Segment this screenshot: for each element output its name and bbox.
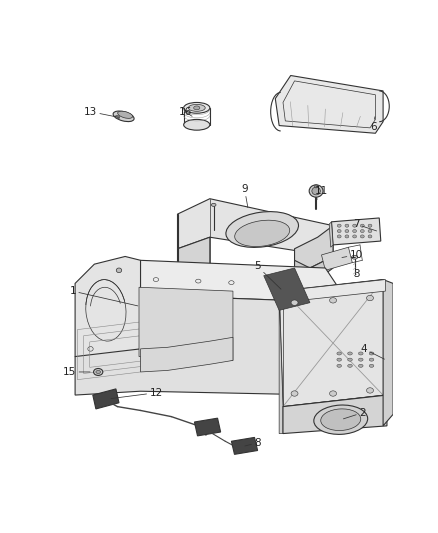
Ellipse shape: [369, 364, 374, 367]
Polygon shape: [294, 256, 333, 291]
Ellipse shape: [329, 391, 336, 396]
Polygon shape: [329, 340, 389, 378]
Ellipse shape: [348, 364, 352, 367]
Ellipse shape: [337, 364, 342, 367]
Polygon shape: [383, 280, 393, 395]
Ellipse shape: [360, 230, 364, 232]
Ellipse shape: [312, 187, 320, 195]
Polygon shape: [329, 222, 333, 247]
Text: 2: 2: [343, 408, 366, 419]
Ellipse shape: [184, 119, 210, 130]
Polygon shape: [141, 260, 349, 303]
Ellipse shape: [291, 300, 298, 305]
Polygon shape: [141, 337, 233, 372]
Polygon shape: [194, 418, 221, 436]
Text: 4: 4: [360, 344, 385, 359]
Text: 6: 6: [370, 117, 376, 132]
Ellipse shape: [314, 185, 318, 188]
Ellipse shape: [348, 352, 352, 355]
Ellipse shape: [329, 297, 336, 303]
Polygon shape: [321, 247, 352, 270]
Ellipse shape: [235, 220, 290, 247]
Text: 9: 9: [241, 184, 248, 207]
Polygon shape: [383, 280, 393, 426]
Polygon shape: [279, 280, 387, 407]
Ellipse shape: [337, 235, 341, 238]
Text: 12: 12: [111, 387, 162, 399]
Polygon shape: [276, 76, 383, 133]
Polygon shape: [264, 268, 310, 310]
Ellipse shape: [113, 111, 134, 122]
Polygon shape: [93, 389, 119, 409]
Ellipse shape: [96, 370, 100, 374]
Ellipse shape: [352, 255, 358, 259]
Polygon shape: [75, 256, 141, 364]
Ellipse shape: [367, 295, 374, 301]
Ellipse shape: [358, 364, 363, 367]
Ellipse shape: [345, 235, 349, 238]
Ellipse shape: [115, 116, 120, 119]
Ellipse shape: [368, 224, 372, 227]
Ellipse shape: [369, 358, 374, 361]
Ellipse shape: [194, 106, 200, 110]
Ellipse shape: [309, 185, 323, 197]
Ellipse shape: [353, 230, 357, 232]
Ellipse shape: [345, 224, 349, 227]
Polygon shape: [294, 225, 333, 280]
Polygon shape: [332, 218, 381, 245]
Ellipse shape: [358, 352, 363, 355]
Polygon shape: [231, 438, 258, 454]
Text: 10: 10: [342, 250, 363, 260]
Ellipse shape: [212, 203, 216, 206]
Polygon shape: [75, 295, 349, 395]
Ellipse shape: [94, 368, 103, 375]
Ellipse shape: [314, 405, 367, 434]
Text: 5: 5: [254, 262, 281, 289]
Ellipse shape: [321, 409, 361, 431]
Ellipse shape: [337, 352, 342, 355]
Ellipse shape: [360, 224, 364, 227]
Ellipse shape: [353, 235, 357, 238]
Ellipse shape: [118, 111, 133, 118]
Polygon shape: [283, 395, 387, 433]
Ellipse shape: [348, 358, 352, 361]
Ellipse shape: [188, 104, 205, 111]
Text: 8: 8: [245, 438, 261, 448]
Ellipse shape: [360, 235, 364, 238]
Ellipse shape: [117, 268, 122, 273]
Polygon shape: [324, 349, 331, 382]
Text: 7: 7: [353, 219, 377, 231]
Ellipse shape: [291, 391, 298, 396]
Ellipse shape: [345, 230, 349, 232]
Ellipse shape: [368, 230, 372, 232]
Polygon shape: [279, 291, 283, 433]
Ellipse shape: [337, 358, 342, 361]
Ellipse shape: [353, 224, 357, 227]
Text: 11: 11: [315, 186, 328, 201]
Ellipse shape: [358, 358, 363, 361]
Text: 13: 13: [84, 107, 119, 117]
Ellipse shape: [337, 224, 341, 227]
Polygon shape: [279, 280, 385, 303]
Text: 15: 15: [63, 367, 90, 377]
Ellipse shape: [367, 387, 374, 393]
Ellipse shape: [184, 102, 210, 113]
Polygon shape: [177, 199, 333, 256]
Ellipse shape: [226, 212, 299, 247]
Text: 3: 3: [353, 269, 360, 279]
Text: 1: 1: [70, 286, 138, 306]
Text: 16: 16: [179, 107, 192, 117]
Ellipse shape: [368, 235, 372, 238]
Ellipse shape: [369, 352, 374, 355]
Ellipse shape: [337, 230, 341, 232]
Polygon shape: [177, 237, 210, 280]
Polygon shape: [139, 287, 233, 360]
